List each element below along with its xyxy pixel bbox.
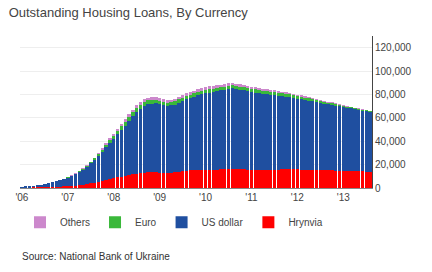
svg-text:'06: '06 — [15, 192, 28, 203]
svg-text:Euro: Euro — [135, 217, 157, 228]
svg-text:'12: '12 — [291, 192, 304, 203]
svg-text:60,000: 60,000 — [375, 112, 406, 123]
svg-text:'07: '07 — [61, 192, 74, 203]
svg-text:Hrynvia: Hrynvia — [288, 217, 322, 228]
svg-text:'10: '10 — [199, 192, 212, 203]
svg-text:120,000: 120,000 — [375, 42, 412, 53]
svg-text:US dollar: US dollar — [202, 217, 244, 228]
svg-text:Source: National Bank of Ukrai: Source: National Bank of Ukraine — [22, 251, 170, 262]
svg-text:Others: Others — [60, 217, 90, 228]
svg-text:80,000: 80,000 — [375, 89, 406, 100]
svg-text:20,000: 20,000 — [375, 159, 406, 170]
svg-text:40,000: 40,000 — [375, 136, 406, 147]
svg-text:Outstanding Housing Loans, By: Outstanding Housing Loans, By Currency — [9, 5, 249, 20]
svg-text:'08: '08 — [107, 192, 120, 203]
svg-text:'13: '13 — [337, 192, 350, 203]
svg-text:0: 0 — [375, 183, 381, 194]
svg-text:100,000: 100,000 — [375, 66, 412, 77]
svg-text:'09: '09 — [153, 192, 166, 203]
svg-text:'11: '11 — [245, 192, 258, 203]
